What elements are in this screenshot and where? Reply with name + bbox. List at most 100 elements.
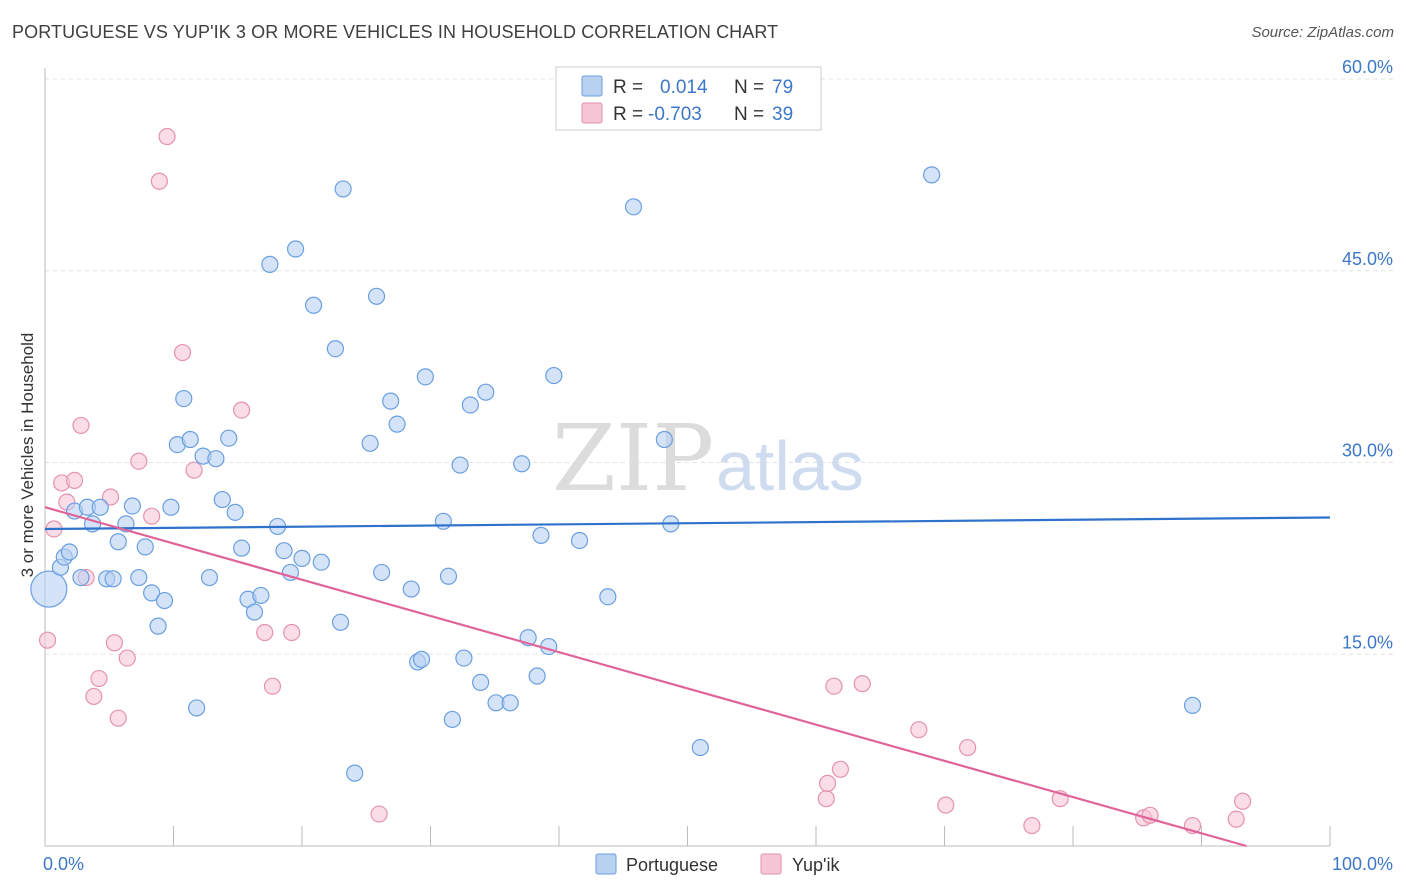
y-tick-label: 45.0% <box>1342 249 1393 269</box>
legend-swatch-portuguese <box>581 75 603 97</box>
data-point <box>331 613 350 631</box>
data-point <box>252 586 270 605</box>
data-point <box>959 738 977 757</box>
data-point <box>130 568 148 587</box>
data-point <box>104 570 122 588</box>
data-point <box>818 774 837 792</box>
y-tick-label: 60.0% <box>1342 57 1393 77</box>
data-point <box>72 568 90 587</box>
legend-n-value-0: 79 <box>772 77 793 98</box>
data-point <box>304 296 323 314</box>
data-point <box>691 738 709 757</box>
x-tick-labels: 0.0% 100.0% <box>43 854 1393 874</box>
data-point <box>181 430 199 449</box>
data-point <box>143 507 161 525</box>
data-point <box>1227 810 1245 828</box>
data-point <box>90 669 108 688</box>
bottom-legend-yupik: Yup'ik <box>792 855 840 875</box>
data-point <box>825 677 843 695</box>
legend-r-value-1: -0.703 <box>648 104 702 125</box>
data-point <box>175 389 193 408</box>
data-point <box>361 434 379 452</box>
watermark-zip: ZIP <box>552 405 714 512</box>
y-tick-labels: 15.0% 30.0% 45.0% 60.0% <box>1342 57 1393 652</box>
data-point <box>207 450 225 468</box>
yupik-points <box>38 127 1252 835</box>
data-point <box>501 694 519 712</box>
data-point <box>599 588 617 606</box>
trend-line <box>44 516 1331 531</box>
data-point <box>91 498 109 516</box>
legend-r-label-0: R = <box>613 77 643 98</box>
data-point <box>158 127 176 146</box>
top-legend: R = 0.014 N = 79 R = -0.703 N = 39 <box>555 66 822 131</box>
data-point <box>817 790 835 808</box>
data-point <box>65 471 84 489</box>
y-tick-label: 30.0% <box>1342 441 1393 461</box>
data-point <box>373 563 391 582</box>
data-point <box>382 392 400 410</box>
chart-title: PORTUGUESE VS YUP'IK 3 OR MORE VEHICLES … <box>12 22 779 42</box>
data-point <box>334 180 352 198</box>
legend-n-label-1: N = <box>734 104 764 125</box>
data-point <box>434 512 452 530</box>
data-point <box>532 526 550 544</box>
data-point <box>477 383 495 401</box>
data-point <box>155 591 174 610</box>
data-point <box>263 677 282 695</box>
data-point <box>1023 816 1041 835</box>
data-point <box>286 240 305 258</box>
data-point <box>72 416 90 435</box>
data-point <box>461 396 479 414</box>
data-point <box>150 172 168 190</box>
data-point <box>402 580 420 598</box>
data-point <box>149 617 167 635</box>
data-point <box>293 549 311 567</box>
data-point <box>143 584 161 602</box>
trend-lines <box>44 506 1331 848</box>
data-point <box>123 497 141 515</box>
data-point <box>1183 696 1202 714</box>
gridlines <box>45 78 1394 655</box>
data-point <box>472 673 490 691</box>
data-point <box>388 415 406 433</box>
data-point <box>367 287 386 305</box>
data-point <box>245 603 264 621</box>
watermark: ZIP atlas <box>552 405 864 512</box>
data-point <box>38 631 57 649</box>
data-point <box>545 366 563 385</box>
data-point <box>923 166 941 184</box>
legend-r-value-0: 0.014 <box>660 77 708 98</box>
data-point <box>1234 792 1252 810</box>
data-point <box>261 255 279 273</box>
legend-n-value-1: 39 <box>772 104 793 125</box>
data-point <box>443 710 461 729</box>
trend-line <box>44 506 1247 848</box>
watermark-atlas: atlas <box>716 427 864 505</box>
bottom-legend-swatch-portuguese <box>595 853 617 875</box>
data-point <box>455 649 473 667</box>
data-point <box>655 430 673 449</box>
data-point <box>416 368 434 386</box>
data-point <box>910 721 928 739</box>
data-point <box>109 533 127 551</box>
data-point <box>226 503 244 521</box>
y-axis-title: 3 or more Vehicles in Household <box>18 333 37 578</box>
data-point <box>513 455 531 473</box>
data-point <box>439 567 458 585</box>
source-credit: Source: ZipAtlas.com <box>1251 24 1394 41</box>
data-point <box>85 687 103 706</box>
data-point <box>173 343 192 362</box>
data-point <box>136 538 154 556</box>
y-tick-label: 15.0% <box>1342 632 1393 652</box>
data-point <box>162 498 180 516</box>
data-point <box>853 675 871 693</box>
data-point <box>30 570 68 608</box>
data-point <box>256 623 274 642</box>
data-point <box>570 531 589 550</box>
data-point <box>200 568 219 587</box>
data-point <box>937 796 955 814</box>
data-point <box>109 709 127 727</box>
legend-swatch-yupik <box>581 102 603 124</box>
